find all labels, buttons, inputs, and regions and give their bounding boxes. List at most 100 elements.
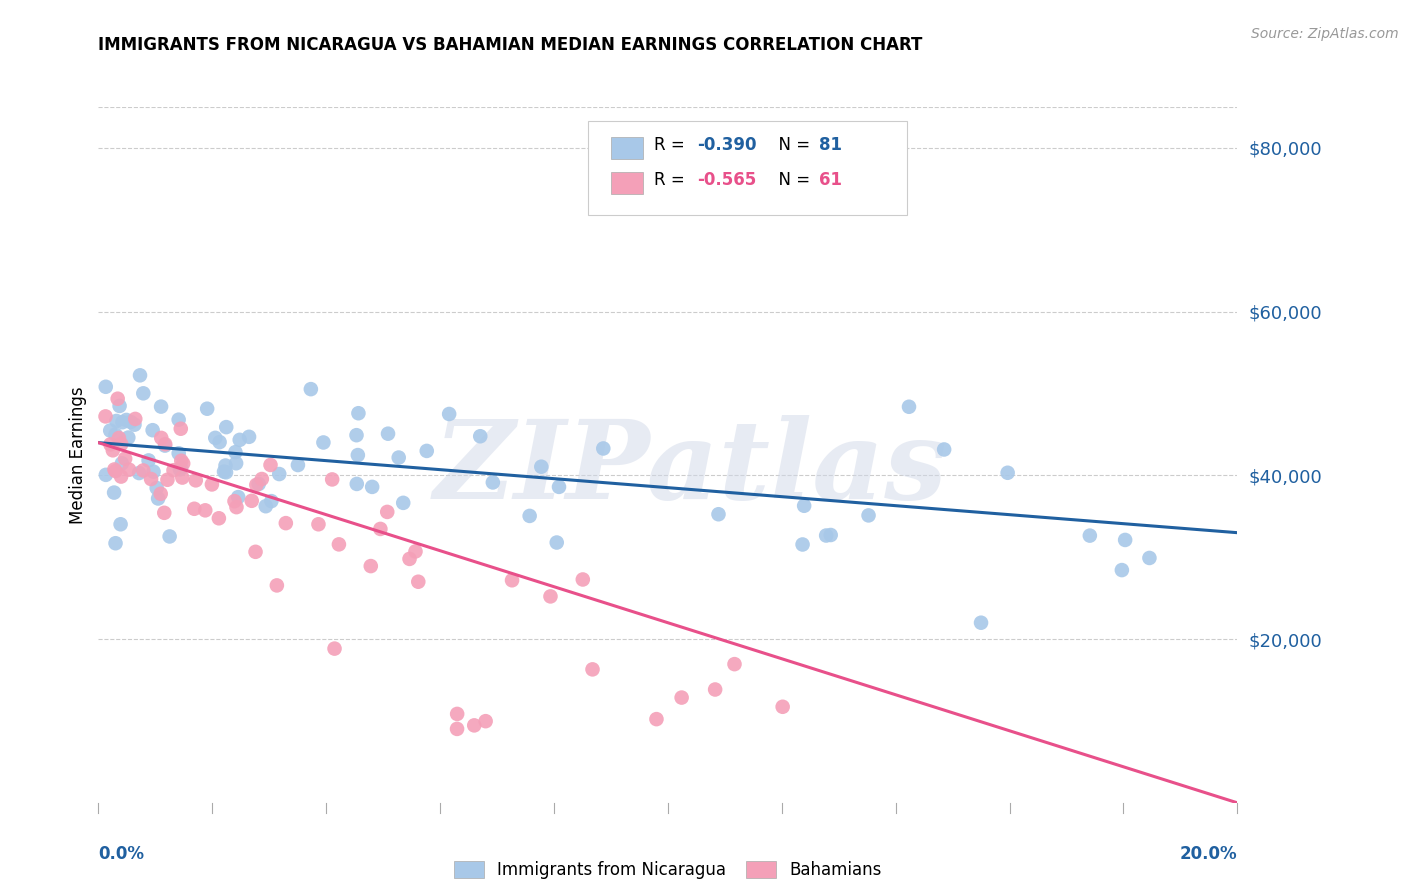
Point <box>146 491 169 506</box>
Point <box>259 458 281 472</box>
Point <box>405 544 427 558</box>
Point <box>150 400 173 414</box>
Point <box>361 480 384 494</box>
Point <box>94 380 117 394</box>
Point <box>98 424 121 438</box>
Point <box>240 493 263 508</box>
Point <box>110 469 132 483</box>
Point <box>111 456 134 470</box>
Point <box>463 718 485 732</box>
Point <box>184 474 207 488</box>
Point <box>723 657 745 672</box>
Point <box>546 535 568 549</box>
Point <box>128 466 150 480</box>
Point <box>530 459 553 474</box>
Point <box>124 412 146 426</box>
Point <box>170 454 193 468</box>
Text: 61: 61 <box>820 171 842 189</box>
Point <box>214 458 236 473</box>
Point <box>671 690 693 705</box>
Text: 81: 81 <box>820 136 842 154</box>
Point <box>104 427 127 442</box>
Point <box>94 467 117 482</box>
Point <box>266 578 288 592</box>
Point <box>360 559 382 574</box>
Point <box>347 406 370 420</box>
Point <box>321 472 343 486</box>
Point <box>208 435 231 450</box>
Point <box>346 428 368 442</box>
Text: 0.0%: 0.0% <box>98 845 145 863</box>
Point <box>159 529 181 543</box>
Text: N =: N = <box>768 136 815 154</box>
Point <box>150 431 173 445</box>
Point <box>195 401 218 416</box>
Point <box>149 487 172 501</box>
Point <box>308 517 330 532</box>
FancyBboxPatch shape <box>612 137 643 159</box>
Point <box>225 500 247 515</box>
Point <box>105 414 128 428</box>
Point <box>194 503 217 517</box>
Point <box>1111 563 1133 577</box>
Point <box>1078 528 1101 542</box>
Point <box>153 506 176 520</box>
Text: Source: ZipAtlas.com: Source: ZipAtlas.com <box>1251 27 1399 41</box>
Point <box>792 537 814 551</box>
Text: IMMIGRANTS FROM NICARAGUA VS BAHAMIAN MEDIAN EARNINGS CORRELATION CHART: IMMIGRANTS FROM NICARAGUA VS BAHAMIAN ME… <box>98 36 922 54</box>
Point <box>820 528 842 542</box>
Point <box>120 415 142 429</box>
Point <box>118 463 141 477</box>
Point <box>347 448 370 462</box>
Point <box>117 431 139 445</box>
Point <box>132 463 155 477</box>
Point <box>215 420 238 434</box>
Point <box>142 465 165 479</box>
Point <box>142 423 165 437</box>
Text: -0.565: -0.565 <box>697 171 756 189</box>
Point <box>215 465 238 479</box>
Point <box>247 477 270 491</box>
Point <box>437 407 460 421</box>
Point <box>94 409 117 424</box>
Point <box>108 431 131 445</box>
Point <box>707 508 730 522</box>
Point <box>772 699 794 714</box>
Point <box>156 473 179 487</box>
Point <box>183 501 205 516</box>
Point <box>225 456 247 470</box>
Text: 20.0%: 20.0% <box>1180 845 1237 863</box>
Point <box>153 439 176 453</box>
Point <box>482 475 505 490</box>
Point <box>167 446 190 460</box>
Legend: Immigrants from Nicaragua, Bahamians: Immigrants from Nicaragua, Bahamians <box>446 853 890 888</box>
Point <box>139 472 162 486</box>
Point <box>501 574 523 588</box>
Point <box>226 490 249 504</box>
Point <box>346 477 368 491</box>
Point <box>323 641 346 656</box>
Point <box>110 437 132 451</box>
Point <box>269 467 291 481</box>
Point <box>470 429 492 443</box>
Point <box>103 462 125 476</box>
Point <box>104 536 127 550</box>
Point <box>260 494 283 508</box>
Point <box>245 478 267 492</box>
Point <box>970 615 993 630</box>
Point <box>581 662 603 676</box>
Point <box>110 517 132 532</box>
Text: ZIPatlas: ZIPatlas <box>433 415 948 523</box>
Point <box>645 712 668 726</box>
Point <box>287 458 309 472</box>
Point <box>224 494 246 508</box>
Point <box>170 461 193 475</box>
Point <box>153 437 176 451</box>
Point <box>474 714 496 728</box>
Point <box>588 198 610 212</box>
Point <box>229 433 252 447</box>
Point <box>107 392 129 406</box>
Point <box>572 573 595 587</box>
Point <box>934 442 956 457</box>
Point <box>519 508 541 523</box>
